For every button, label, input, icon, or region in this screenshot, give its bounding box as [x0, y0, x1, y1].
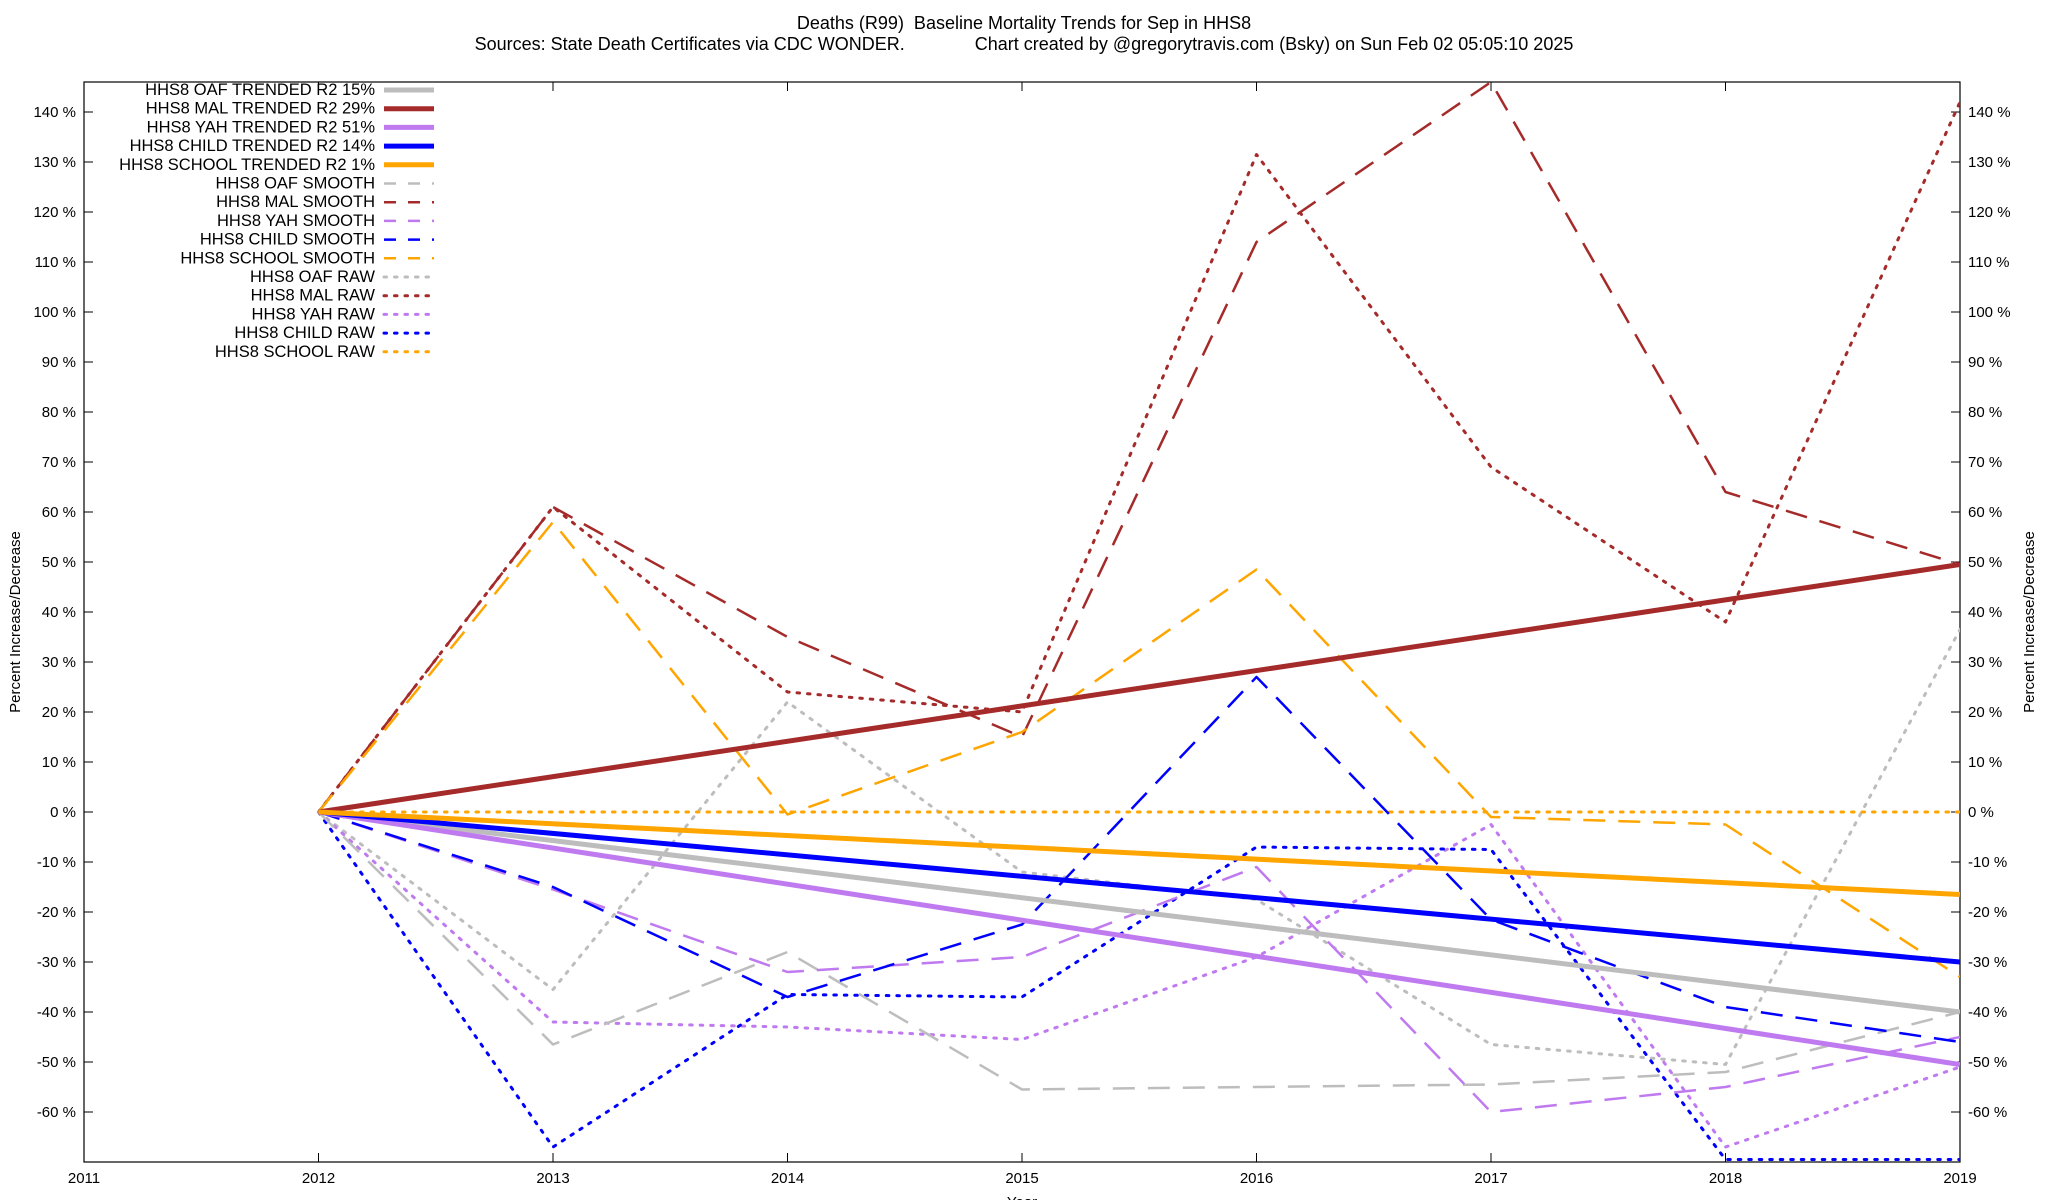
x-tick-label: 2019	[1943, 1170, 1976, 1187]
legend-label: HHS8 OAF TRENDED R2 15%	[145, 81, 375, 99]
y-tick-label: 110 %	[35, 254, 76, 271]
x-axis-label: Year	[1007, 1194, 1037, 1200]
y-tick-label: -30 %	[37, 954, 76, 971]
y-tick-label: -60 %	[37, 1104, 76, 1121]
y2-tick-label: 80 %	[1968, 404, 2002, 421]
legend-label: HHS8 SCHOOL TRENDED R2 1%	[119, 156, 375, 174]
x-tick-label: 2016	[1240, 1170, 1273, 1187]
legend-label: HHS8 MAL SMOOTH	[216, 193, 375, 211]
x-tick-label: 2015	[1005, 1170, 1038, 1187]
series-line-4	[318, 809, 1960, 897]
y2-tick-label: 50 %	[1968, 554, 2002, 571]
y2-tick-label: 10 %	[1968, 754, 2002, 771]
y-tick-label: 130 %	[33, 154, 76, 171]
y2-tick-label: 60 %	[1968, 504, 2002, 521]
y-tick-label: 100 %	[33, 304, 76, 321]
series-line-5	[317, 811, 1960, 1091]
y-tick-label: 40 %	[42, 604, 76, 621]
y-tick-label: 0 %	[50, 804, 76, 821]
y-tick-label: -50 %	[37, 1054, 76, 1071]
y2-tick-label: 90 %	[1968, 354, 2002, 371]
x-tick-label: 2011	[68, 1170, 100, 1187]
legend-label: HHS8 CHILD SMOOTH	[200, 231, 375, 249]
x-tick-label: 2018	[1709, 1170, 1742, 1187]
x-tick-label: 2014	[771, 1170, 804, 1187]
series-line-6	[317, 82, 1960, 813]
y2-tick-label: 130 %	[1968, 154, 2011, 171]
legend-label: HHS8 MAL RAW	[251, 287, 376, 305]
y2-tick-label: -30 %	[1968, 954, 2007, 971]
y2-tick-label: 140 %	[1968, 104, 2011, 121]
y-tick-label: 80 %	[42, 404, 76, 421]
y-tick-label: 140 %	[33, 104, 76, 121]
y-tick-label: 30 %	[42, 654, 76, 671]
y2-tick-label: 20 %	[1968, 704, 2002, 721]
y-tick-label: 90 %	[42, 354, 76, 371]
series-line-11	[317, 100, 1960, 814]
legend-label: HHS8 OAF SMOOTH	[215, 175, 375, 193]
series-line-9	[317, 520, 1960, 979]
legend-label: HHS8 YAH TRENDED R2 51%	[147, 118, 376, 136]
series-line-10	[317, 628, 1960, 1066]
y2-tick-label: 110 %	[1968, 254, 2009, 271]
y2-tick-label: -50 %	[1968, 1054, 2007, 1071]
legend-label: HHS8 YAH RAW	[252, 305, 376, 323]
y-axis-label: Percent Increase/Decrease	[7, 531, 24, 713]
y-tick-label: 70 %	[42, 454, 76, 471]
series-line-2	[318, 809, 1960, 1067]
y-tick-label: -20 %	[37, 904, 76, 921]
legend-label: HHS8 SCHOOL SMOOTH	[180, 249, 375, 267]
y2-tick-label: 70 %	[1968, 454, 2002, 471]
series-line-7	[318, 810, 1960, 1114]
y2-tick-label: -60 %	[1968, 1104, 2007, 1121]
x-tick-label: 2012	[302, 1170, 335, 1187]
chart-subtitle: Sources: State Death Certificates via CD…	[474, 34, 1574, 54]
series-line-13	[317, 810, 1960, 1161]
y2-tick-label: 100 %	[1968, 304, 2011, 321]
y2-tick-label: -40 %	[1968, 1004, 2007, 1021]
series-line-1	[318, 562, 1960, 815]
legend-label: HHS8 SCHOOL RAW	[215, 343, 376, 361]
y-tick-label: 20 %	[42, 704, 76, 721]
y2-tick-label: 30 %	[1968, 654, 2002, 671]
y-tick-label: -10 %	[37, 854, 76, 871]
series-line-8	[318, 675, 1960, 1044]
chart-title: Deaths (R99) Baseline Mortality Trends f…	[796, 13, 1252, 33]
y2-tick-label: -20 %	[1968, 904, 2007, 921]
legend-label: HHS8 YAH SMOOTH	[217, 212, 375, 230]
legend-label: HHS8 CHILD RAW	[234, 324, 375, 342]
legend-label: HHS8 CHILD TRENDED R2 14%	[130, 137, 376, 155]
y-tick-label: 60 %	[42, 504, 76, 521]
legend-label: HHS8 MAL TRENDED R2 29%	[146, 100, 376, 118]
x-tick-label: 2017	[1474, 1170, 1507, 1187]
y-tick-label: 10 %	[42, 754, 76, 771]
series-line-0	[318, 809, 1960, 1015]
legend-label: HHS8 OAF RAW	[250, 268, 375, 286]
y-tick-label: 120 %	[33, 204, 76, 221]
y2-axis-label: Percent Increase/Decrease	[2021, 531, 2038, 713]
y-tick-label: -40 %	[37, 1004, 76, 1021]
y2-tick-label: 0 %	[1968, 804, 1994, 821]
y2-tick-label: -10 %	[1968, 854, 2007, 871]
y2-tick-label: 40 %	[1968, 604, 2002, 621]
series-line-3	[318, 809, 1960, 965]
y-tick-label: 50 %	[42, 554, 76, 571]
x-tick-label: 2013	[536, 1170, 569, 1187]
y2-tick-label: 120 %	[1968, 204, 2011, 221]
